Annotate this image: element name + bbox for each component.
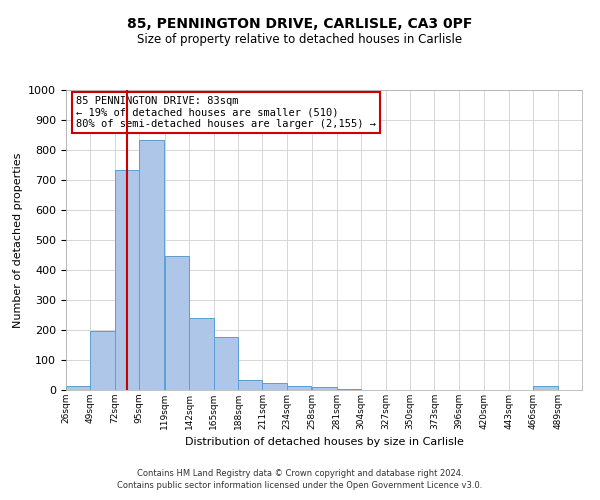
Text: Contains public sector information licensed under the Open Government Licence v3: Contains public sector information licen… <box>118 481 482 490</box>
Bar <box>262 382 287 390</box>
Y-axis label: Number of detached properties: Number of detached properties <box>13 152 23 328</box>
Bar <box>165 256 189 390</box>
X-axis label: Distribution of detached houses by size in Carlisle: Distribution of detached houses by size … <box>185 438 463 448</box>
Text: 85 PENNINGTON DRIVE: 83sqm
← 19% of detached houses are smaller (510)
80% of sem: 85 PENNINGTON DRIVE: 83sqm ← 19% of deta… <box>76 96 376 129</box>
Text: 85, PENNINGTON DRIVE, CARLISLE, CA3 0PF: 85, PENNINGTON DRIVE, CARLISLE, CA3 0PF <box>127 18 473 32</box>
Bar <box>533 386 557 390</box>
Bar <box>214 336 238 390</box>
Bar <box>313 387 337 390</box>
Bar <box>238 380 262 390</box>
Bar <box>337 388 361 390</box>
Bar <box>287 386 311 390</box>
Bar <box>115 170 139 390</box>
Bar <box>189 318 214 390</box>
Text: Contains HM Land Registry data © Crown copyright and database right 2024.: Contains HM Land Registry data © Crown c… <box>137 468 463 477</box>
Bar <box>139 140 164 390</box>
Text: Size of property relative to detached houses in Carlisle: Size of property relative to detached ho… <box>137 32 463 46</box>
Bar <box>66 386 91 390</box>
Bar <box>91 331 115 390</box>
